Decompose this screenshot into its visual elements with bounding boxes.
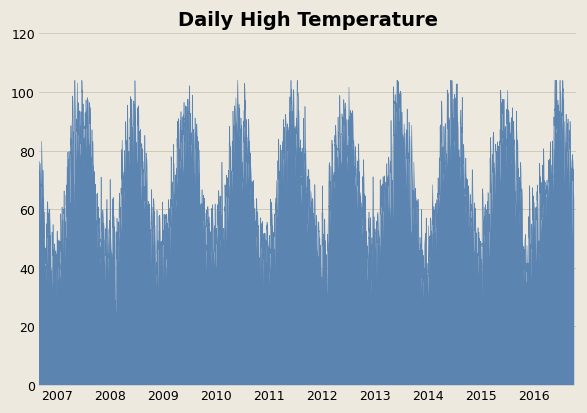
Title: Daily High Temperature: Daily High Temperature [177, 11, 437, 30]
